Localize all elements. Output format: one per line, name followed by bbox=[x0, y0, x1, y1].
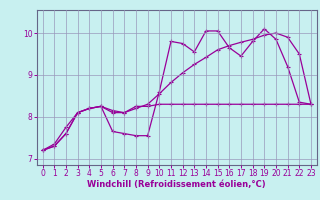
X-axis label: Windchill (Refroidissement éolien,°C): Windchill (Refroidissement éolien,°C) bbox=[87, 180, 266, 189]
